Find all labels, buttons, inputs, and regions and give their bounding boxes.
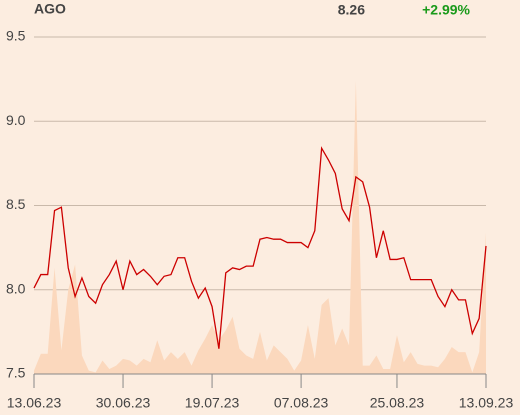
last-price: 8.26 xyxy=(338,2,365,18)
y-tick-label: 9.0 xyxy=(6,112,26,128)
symbol: AGO xyxy=(34,1,66,17)
y-tick-label: 8.0 xyxy=(6,280,26,296)
x-tick-label: 30.06.23 xyxy=(96,395,151,411)
x-tick-label: 19.07.23 xyxy=(185,395,240,411)
x-tick-label: 13.06.23 xyxy=(7,395,62,411)
x-tick-label: 07.08.23 xyxy=(274,395,329,411)
y-tick-label: 9.5 xyxy=(6,28,26,44)
x-tick-label: 13.09.23 xyxy=(459,395,514,411)
price-line xyxy=(33,146,487,349)
x-tick-label: 25.08.23 xyxy=(370,395,425,411)
change: +2.99% xyxy=(422,2,470,18)
y-tick-label: 7.5 xyxy=(6,365,26,381)
y-tick-label: 8.5 xyxy=(6,196,26,212)
volume-area xyxy=(34,80,486,374)
